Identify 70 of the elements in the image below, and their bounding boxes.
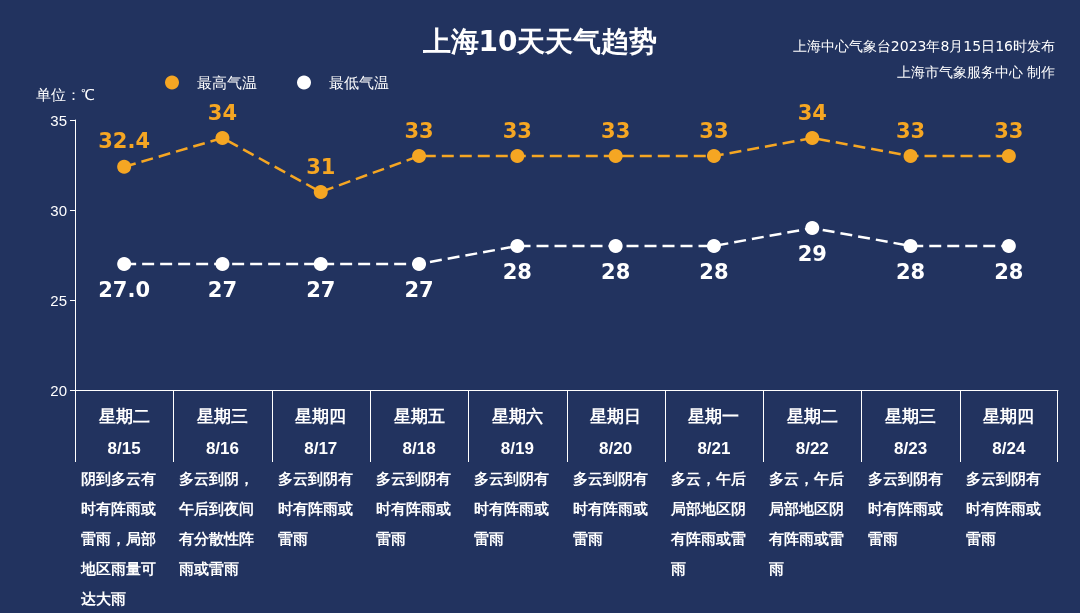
point (412, 257, 427, 271)
data-label: 32.4 (98, 129, 151, 154)
data-label: 28 (601, 259, 631, 284)
data-label: 33 (895, 118, 926, 143)
data-label: 33 (404, 118, 434, 143)
data-label: 33 (601, 118, 631, 143)
text: 多云到阴，午后到夜间有分散性阵雨或雷雨 (179, 469, 256, 580)
text: 上海市气象服务中心 制作 (896, 64, 1055, 80)
text: 多云到阴有时有阵雨或雷雨 (572, 469, 649, 550)
point (706, 239, 721, 253)
legend-label: 最高气温 (197, 74, 257, 91)
data-label: 29 (797, 241, 827, 266)
data-label: 28 (994, 259, 1024, 284)
point (1001, 239, 1016, 253)
data-label: 27 (404, 277, 434, 302)
text: 多云到阴有时有阵雨或雷雨 (965, 469, 1042, 550)
text: 阴到多云有时有阵雨或雷雨，局部地区雨量可达大雨 (81, 469, 158, 610)
point (903, 149, 918, 163)
chart-subtitle: 上海中心气象台2023年8月15日16时发布 (792, 38, 1056, 54)
x-tick-label: 星期四 8/17 (294, 406, 347, 458)
point (117, 257, 132, 271)
x-tick-label: 星期二 8/22 (785, 406, 838, 458)
x-tick-label: 星期六 8/19 (490, 406, 543, 458)
x-tick-label: 星期三 8/16 (195, 406, 248, 458)
point (510, 239, 525, 253)
text: 多云，午后局部地区阴有阵雨或雷雨 (769, 469, 846, 580)
point (805, 221, 820, 235)
point (313, 185, 328, 199)
y-tick-label: 30 (50, 201, 67, 219)
text: 多云到阴有时有阵雨或雷雨 (277, 469, 354, 550)
data-label: 31 (306, 154, 336, 179)
text: 多云，午后局部地区阴有阵雨或雷雨 (670, 469, 747, 580)
data-label: 28 (502, 259, 532, 284)
point (215, 257, 230, 271)
point (805, 131, 820, 145)
data-label: 33 (502, 118, 532, 143)
x-tick-label: 星期二 8/15 (97, 406, 150, 458)
point (412, 149, 427, 163)
point (215, 131, 230, 145)
x-tick-label: 星期一 8/21 (687, 406, 740, 458)
point (1001, 149, 1016, 163)
data-label: 33 (699, 118, 729, 143)
x-tick-label: 星期三 8/23 (884, 406, 937, 458)
legend-label: 最低气温 (329, 74, 389, 91)
data-label: 33 (994, 118, 1024, 143)
text: 多云到阴有时有阵雨或雷雨 (474, 469, 551, 550)
text: 多云到阴有时有阵雨或雷雨 (867, 469, 944, 550)
point (608, 149, 623, 163)
point (706, 149, 721, 163)
data-label: 27 (306, 277, 336, 302)
y-tick-label: 35 (50, 111, 67, 129)
x-tick-label: 星期日 8/20 (589, 406, 642, 458)
chart-title: 上海10天天气趋势 (421, 24, 658, 58)
y-tick-label: 25 (50, 291, 67, 309)
data-label: 27.0 (98, 277, 151, 302)
data-label: 28 (895, 259, 926, 284)
x-tick-label: 星期五 8/18 (392, 406, 445, 458)
point (117, 159, 132, 174)
point (608, 239, 623, 253)
x-tick-label: 星期四 8/24 (982, 406, 1035, 458)
data-label: 34 (797, 100, 827, 125)
y-tick-label: 20 (50, 381, 67, 399)
data-label: 34 (207, 100, 238, 125)
data-label: 27 (207, 277, 238, 302)
point (510, 149, 525, 163)
point (903, 239, 918, 253)
y-axis-title: 单位：℃ (36, 86, 95, 103)
data-label: 28 (699, 259, 729, 284)
text: 多云到阴有时有阵雨或雷雨 (376, 469, 453, 550)
point (313, 257, 328, 271)
